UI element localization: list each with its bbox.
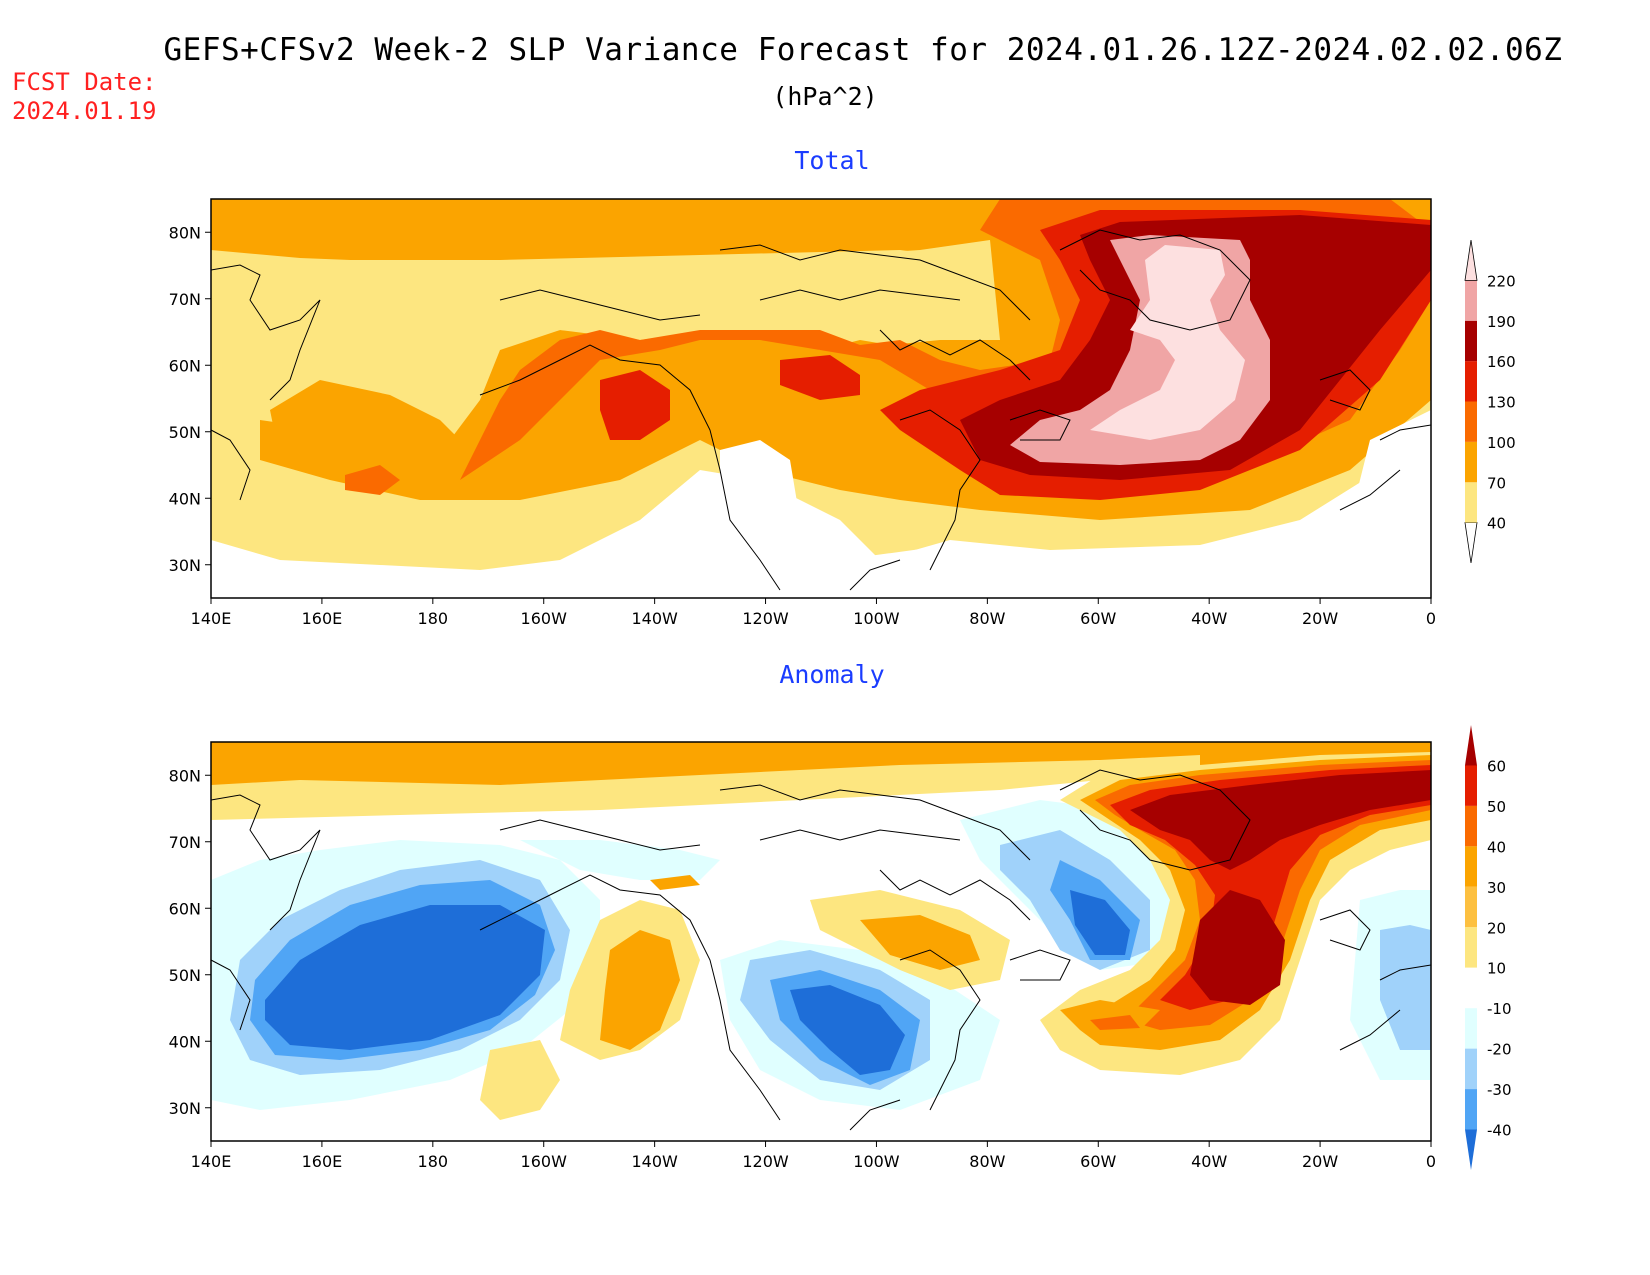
colorbar-anomaly-label: 40 [1487,838,1506,856]
lon-tick-label: 160E [302,1152,343,1171]
colorbar-anomaly-label: -10 [1487,1000,1512,1018]
colorbar-total-segment [1465,361,1477,402]
lon-tick-label: 140W [631,1152,678,1171]
colorbar-anomaly-label: 60 [1487,757,1506,775]
main-title: GEFS+CFSv2 Week-2 SLP Variance Forecast … [163,32,1563,68]
lon-tick-label: 0 [1426,1152,1436,1171]
total-coastlines [211,229,1431,591]
colorbar-anomaly-segment [1465,927,1477,968]
lon-tick-label: 120W [742,609,789,628]
lat-tick-label: 50N [169,966,201,985]
lon-tick-label: 40W [1191,1152,1227,1171]
colorbar-total-label: 190 [1487,313,1516,331]
lon-tick-label: 100W [853,1152,900,1171]
colorbar-anomaly-segment [1465,805,1477,847]
colorbar-total-segment [1465,320,1477,362]
total-map-frame [210,198,1432,599]
colorbar-total-segment [1464,239,1478,281]
lon-tick-label: 140E [191,609,232,628]
lon-tick-label: 160W [521,609,568,628]
colorbar-anomaly-segment [1465,1048,1477,1090]
colorbar-total-segment [1465,441,1477,483]
lon-tick-label: 60W [1080,609,1116,628]
forecast-date-label: FCST Date: [12,68,157,96]
colorbar-total-label: 40 [1487,515,1506,533]
lon-tick-label: 80W [969,1152,1005,1171]
lat-tick-label: 70N [169,290,201,309]
colorbar-total-segment [1464,522,1478,564]
lat-tick-label: 80N [169,223,201,242]
lon-tick-label: 20W [1302,1152,1338,1171]
anomaly-coastlines [211,769,1431,1131]
lat-tick-label: 40N [169,489,201,508]
colorbar-total-label: 130 [1487,394,1516,412]
colorbar-total-segment [1465,482,1477,523]
colorbar-anomaly-segment [1465,1089,1477,1130]
colorbar-anomaly-segment [1465,886,1477,928]
lon-tick-label: 0 [1426,609,1436,628]
units-label: (hPa^2) [772,82,878,111]
colorbar-total-label: 70 [1487,474,1506,492]
colorbar-anomaly-label: -40 [1487,1122,1512,1140]
lat-tick-label: 60N [169,356,201,375]
colorbar-anomaly-label: 20 [1487,919,1506,937]
anomaly-map-frame [210,741,1432,1142]
lon-tick-label: 100W [853,609,900,628]
lon-tick-label: 40W [1191,609,1227,628]
forecast-date-block: FCST Date: 2024.01.19 [12,68,157,126]
anomaly-field [211,742,1431,1141]
lat-tick-label: 40N [169,1032,201,1051]
panel-title-anomaly: Anomaly [779,660,885,689]
axes-group: 140E 160E 180 160W 140W 120W 100W 80W 60W 40W 20W 0… [169,223,1436,1171]
lon-tick-label: 140E [191,1152,232,1171]
panel-title-total: Total [794,146,870,175]
lat-tick-label: 60N [169,899,201,918]
colorbar-anomaly-segment [1465,765,1477,806]
colorbar-total-label: 220 [1487,272,1516,290]
lon-tick-label: 120W [742,1152,789,1171]
colorbars-group: 40 70 100 130 160 190 220 60 50 40 30 20 10 -10 -20 -30… [1464,239,1516,1170]
lat-tick-label: 80N [169,766,201,785]
colorbar-total-label: 160 [1487,353,1516,371]
forecast-date-value: 2024.01.19 [12,97,157,125]
colorbar-anomaly-segment [1465,725,1477,766]
colorbar-total-segment [1465,280,1477,321]
lon-tick-label: 180 [418,1152,449,1171]
lon-tick-label: 160W [521,1152,568,1171]
colorbar-anomaly-segment [1465,967,1477,1009]
total-variance-field [211,199,1431,598]
colorbar-anomaly-label: -20 [1487,1041,1512,1059]
colorbar-anomaly-segment [1465,1008,1477,1049]
colorbar-anomaly-label: 30 [1487,879,1506,897]
lat-tick-label: 50N [169,423,201,442]
colorbar-anomaly-label: 50 [1487,798,1506,816]
lat-tick-label: 30N [169,1099,201,1118]
lon-tick-label: 180 [418,609,449,628]
lon-tick-label: 160E [302,609,343,628]
colorbar-total-label: 100 [1487,434,1516,452]
lon-tick-label: 20W [1302,609,1338,628]
colorbar-anomaly-label: -30 [1487,1081,1512,1099]
colorbar-anomaly-label: 10 [1487,960,1506,978]
lon-tick-label: 80W [969,609,1005,628]
lat-tick-label: 70N [169,833,201,852]
colorbar-anomaly-segment [1465,846,1477,887]
colorbar-total-segment [1465,401,1477,442]
lon-tick-label: 60W [1080,1152,1116,1171]
colorbar-anomaly-segment [1465,1129,1477,1170]
lat-tick-label: 30N [169,556,201,575]
lon-tick-label: 140W [631,609,678,628]
